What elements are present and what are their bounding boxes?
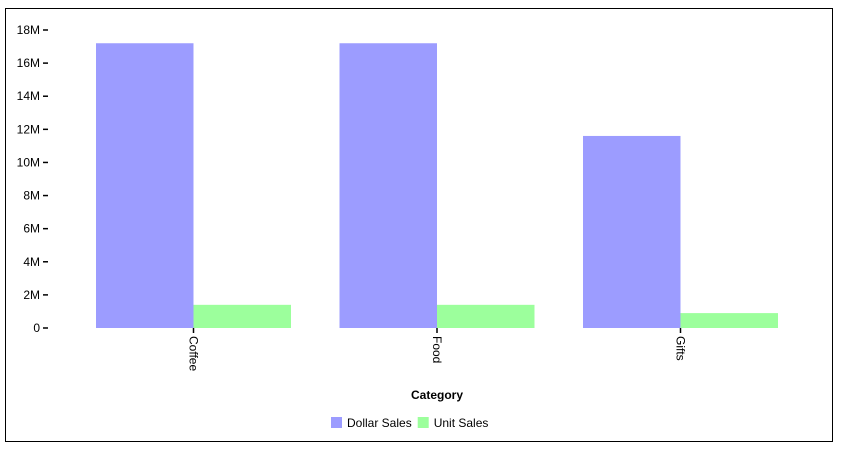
- y-tick-label: 10M: [17, 155, 40, 169]
- bars: [96, 43, 778, 328]
- y-tick-label: 6M: [23, 222, 40, 236]
- x-tick-label: Food: [430, 336, 444, 363]
- legend-swatch: [417, 417, 429, 428]
- x-tick-label: Coffee: [187, 336, 201, 371]
- y-tick-label: 8M: [23, 189, 40, 203]
- legend-swatch: [331, 417, 342, 428]
- x-tick-label: Gifts: [674, 336, 688, 361]
- y-tick-label: 4M: [23, 255, 40, 269]
- y-tick-label: 2M: [23, 288, 40, 302]
- legend: Dollar Sales Unit Sales: [331, 416, 488, 430]
- bar-unit-sales-food: [437, 304, 535, 328]
- legend-label: Dollar Sales: [347, 416, 412, 430]
- y-tick-label: 12M: [17, 122, 40, 136]
- x-axis-title: Category: [411, 388, 463, 402]
- bar-unit-sales-gifts: [680, 313, 778, 328]
- bar-dollar-sales-coffee: [96, 43, 194, 328]
- y-tick-label: 18M: [17, 23, 40, 37]
- legend-label: Unit Sales: [434, 416, 489, 430]
- bar-unit-sales-coffee: [193, 304, 291, 328]
- y-tick-label: 14M: [17, 89, 40, 103]
- bar-dollar-sales-food: [339, 43, 437, 328]
- y-tick-label: 16M: [17, 56, 40, 70]
- y-axis: 0 2M 4M 6M 8M 10M 12M 14M 16M 18M: [17, 23, 48, 335]
- x-axis: Coffee Food Gifts: [187, 328, 688, 371]
- bar-dollar-sales-gifts: [583, 135, 681, 328]
- y-tick-label: 0: [33, 321, 40, 335]
